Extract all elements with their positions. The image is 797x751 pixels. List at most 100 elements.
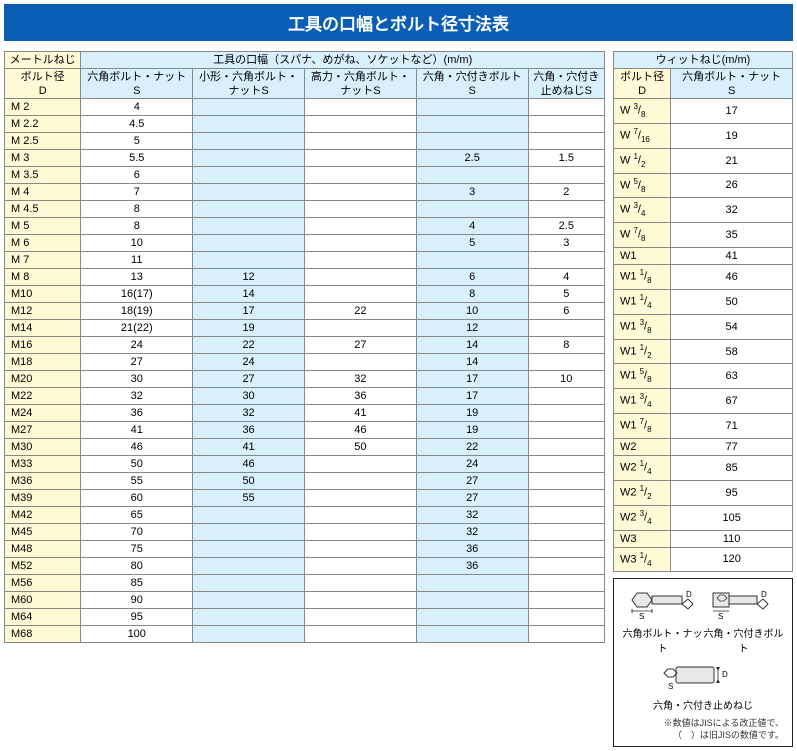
table-row: M1421(22)1912 xyxy=(5,320,605,337)
left-table-container: メートルねじ工具の口幅（スパナ、めがね、ソケットなど）(m/m)ボルト径D六角ボ… xyxy=(4,51,605,643)
table-row: W1 1/846 xyxy=(614,265,793,290)
cell: 46 xyxy=(193,456,305,473)
cell: M33 xyxy=(5,456,81,473)
table-row: M457032 xyxy=(5,524,605,541)
cell xyxy=(528,575,604,592)
cell: W1 1/2 xyxy=(614,339,671,364)
diagram-box: D S 六角ボルト・ナット D xyxy=(613,578,793,746)
svg-text:S: S xyxy=(718,612,723,621)
cell: M24 xyxy=(5,405,81,422)
cell: 12 xyxy=(193,269,305,286)
table-row: M18272414 xyxy=(5,354,605,371)
cell xyxy=(193,252,305,269)
cell: 36 xyxy=(416,558,528,575)
cell: 3 xyxy=(528,235,604,252)
cell xyxy=(528,252,604,269)
svg-text:D: D xyxy=(761,590,767,599)
cell: 6 xyxy=(416,269,528,286)
cell: 50 xyxy=(81,456,193,473)
cell xyxy=(304,184,416,201)
cell: 60 xyxy=(81,490,193,507)
cell: M36 xyxy=(5,473,81,490)
cell xyxy=(304,167,416,184)
cell: M60 xyxy=(5,592,81,609)
cell xyxy=(528,609,604,626)
tables-wrap: メートルねじ工具の口幅（スパナ、めがね、ソケットなど）(m/m)ボルト径D六角ボ… xyxy=(4,51,793,747)
cell: 36 xyxy=(304,388,416,405)
cell: M56 xyxy=(5,575,81,592)
svg-text:S: S xyxy=(668,682,673,691)
cell xyxy=(528,201,604,218)
cell xyxy=(304,320,416,337)
cell: W2 1/4 xyxy=(614,455,671,480)
cell: 17 xyxy=(193,303,305,320)
cell: 32 xyxy=(416,507,528,524)
metric-table: メートルねじ工具の口幅（スパナ、めがね、ソケットなど）(m/m)ボルト径D六角ボ… xyxy=(4,51,605,643)
cell: 32 xyxy=(81,388,193,405)
cell: 95 xyxy=(81,609,193,626)
cell xyxy=(304,490,416,507)
cell: 24 xyxy=(193,354,305,371)
cell: 35 xyxy=(671,223,793,248)
cell: 4.5 xyxy=(81,116,193,133)
cell: 110 xyxy=(671,530,793,547)
cell xyxy=(528,405,604,422)
cell: 13 xyxy=(81,269,193,286)
table-row: W1 7/871 xyxy=(614,414,793,439)
cell: M 8 xyxy=(5,269,81,286)
table-row: M 610 53 xyxy=(5,235,605,252)
cell: W 3/8 xyxy=(614,99,671,124)
cell: 71 xyxy=(671,414,793,439)
cell: 4 xyxy=(416,218,528,235)
cell: 90 xyxy=(81,592,193,609)
cell: 14 xyxy=(416,337,528,354)
cell: M48 xyxy=(5,541,81,558)
table-row: W3 1/4120 xyxy=(614,547,793,572)
cell xyxy=(304,252,416,269)
cell xyxy=(528,99,604,116)
cell: M 6 xyxy=(5,235,81,252)
cell xyxy=(304,218,416,235)
cell xyxy=(193,218,305,235)
cell xyxy=(193,541,305,558)
cell xyxy=(304,99,416,116)
cell: 14 xyxy=(193,286,305,303)
cell: 95 xyxy=(671,480,793,505)
cell: 19 xyxy=(416,422,528,439)
cell: 41 xyxy=(304,405,416,422)
cell: W1 1/4 xyxy=(614,289,671,314)
cell xyxy=(304,235,416,252)
cell xyxy=(528,558,604,575)
table-row: W1 1/450 xyxy=(614,289,793,314)
cell: M 5 xyxy=(5,218,81,235)
cell xyxy=(304,456,416,473)
cell: 32 xyxy=(193,405,305,422)
cell: 2.5 xyxy=(416,150,528,167)
cell: 46 xyxy=(81,439,193,456)
cell: 12 xyxy=(416,320,528,337)
table-row: M 8131264 xyxy=(5,269,605,286)
cell: M 3.5 xyxy=(5,167,81,184)
cell: M 2.2 xyxy=(5,116,81,133)
table-row: M16242227148 xyxy=(5,337,605,354)
cell: 2 xyxy=(528,184,604,201)
cell: 27 xyxy=(193,371,305,388)
cell xyxy=(528,490,604,507)
cell: 80 xyxy=(81,558,193,575)
table-row: M1218(19)1722106 xyxy=(5,303,605,320)
cell: 6 xyxy=(528,303,604,320)
whit-col-header: 六角ボルト・ナットS xyxy=(671,69,793,99)
cell: W2 3/4 xyxy=(614,505,671,530)
svg-text:S: S xyxy=(639,612,644,621)
cell xyxy=(304,150,416,167)
whitworth-table: ウィットねじ(m/m)ボルト径D六角ボルト・ナットSW 3/817W 7/161… xyxy=(613,51,793,572)
cell xyxy=(304,609,416,626)
cell: W3 1/4 xyxy=(614,547,671,572)
cell: M10 xyxy=(5,286,81,303)
cell: 5 xyxy=(416,235,528,252)
diagram-socket-bolt: D S 六角・穴付きボルト xyxy=(703,589,784,655)
cell xyxy=(193,558,305,575)
cell: 10 xyxy=(81,235,193,252)
cell xyxy=(193,592,305,609)
cell: 55 xyxy=(81,473,193,490)
